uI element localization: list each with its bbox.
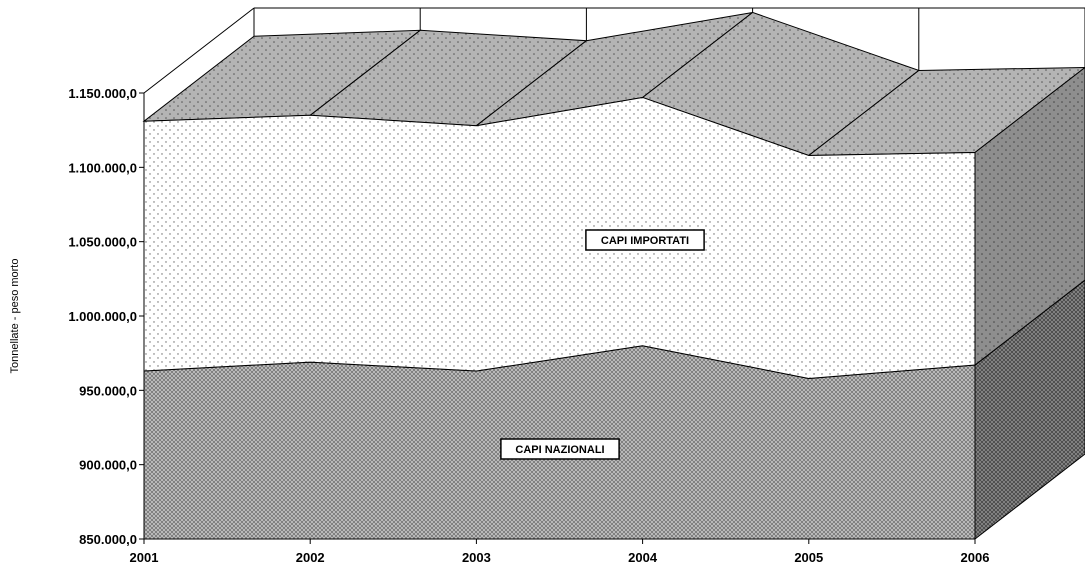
x-tick-label: 2004 [628,550,658,565]
y-tick-label: 1.000.000,0 [68,309,137,324]
series-label-capi-nazionali-text: CAPI NAZIONALI [515,444,604,456]
x-tick-label: 2005 [794,550,823,565]
y-tick-label: 1.050.000,0 [68,235,137,250]
x-tick-label: 2003 [462,550,491,565]
series-label-capi-importati: CAPI IMPORTATI [585,229,705,251]
series-label-capi-nazionali: CAPI NAZIONALI [500,438,620,460]
y-tick-label: 900.000,0 [79,458,137,473]
y-tick-label: 850.000,0 [79,532,137,547]
y-tick-label: 1.100.000,0 [68,160,137,175]
x-tick-label: 2006 [961,550,990,565]
x-tick-label: 2002 [296,550,325,565]
side-face-capi-nazionali [974,279,1085,541]
y-tick-label: 1.150.000,0 [68,86,137,101]
series-label-capi-importati-text: CAPI IMPORTATI [601,235,689,247]
series-label-capi-nazionali-box [500,438,620,460]
x-tick-label: 2001 [130,550,159,565]
back-wall-edge [143,7,255,94]
series-label-capi-importati-box [585,229,705,251]
y-tick-label: 950.000,0 [79,383,137,398]
side-face-capi-importati [974,66,1085,367]
y-axis-title: Tonnellate - peso morto [9,259,21,374]
